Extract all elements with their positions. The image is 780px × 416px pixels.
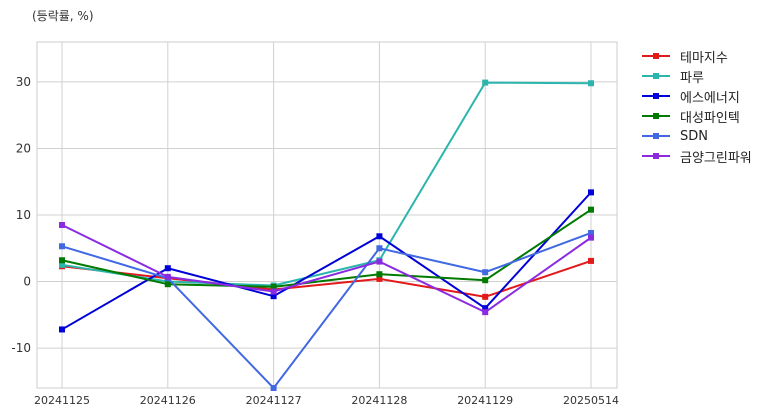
data-point <box>588 234 594 241</box>
legend-marker <box>653 113 659 119</box>
series-line <box>61 81 592 287</box>
x-tick-label: 20250514 <box>563 394 619 407</box>
series-2 <box>59 189 594 333</box>
legend-swatch <box>640 146 672 166</box>
data-point <box>164 281 171 288</box>
series-line <box>61 224 592 314</box>
legend-label: 파루 <box>680 70 704 86</box>
x-tick-label: 20241128 <box>351 394 407 407</box>
legend-item: 테마지수 <box>640 46 752 66</box>
legend-marker <box>653 93 659 99</box>
data-point <box>164 273 171 280</box>
x-tick-label: 20241125 <box>34 394 90 407</box>
data-point <box>270 283 277 290</box>
data-point <box>59 261 65 268</box>
y-tick-label: -10 <box>11 341 31 355</box>
legend-label: 에스에너지 <box>680 90 740 106</box>
y-axis-label: (등락률, %) <box>32 9 94 23</box>
axes: 20241125 20241126 20241127 20241128 20241129… <box>11 75 619 407</box>
legend-item: 대성파인텍 <box>640 106 752 126</box>
series-5 <box>59 221 594 316</box>
legend-marker <box>653 73 659 79</box>
data-point <box>59 243 65 250</box>
y-tick-label: 20 <box>16 141 31 155</box>
series-1 <box>59 79 594 289</box>
data-point <box>588 206 594 213</box>
data-point <box>482 277 489 284</box>
data-point <box>588 189 594 196</box>
legend-label: 금양그린파워 <box>680 150 752 166</box>
data-point <box>376 271 383 278</box>
data-point <box>482 79 489 86</box>
series-line <box>61 232 592 389</box>
y-tick-label: 0 <box>23 275 31 289</box>
series-3 <box>59 206 594 290</box>
x-tick-label: 20241129 <box>457 394 513 407</box>
legend-marker <box>653 153 659 159</box>
legend-swatch <box>640 86 672 106</box>
legend-item: SDN <box>640 126 752 146</box>
y-tick-label: 30 <box>16 75 31 89</box>
data-point <box>59 257 65 264</box>
legend-label: 대성파인텍 <box>680 110 740 126</box>
data-point <box>376 245 383 252</box>
data-point <box>270 385 277 391</box>
x-tick-label: 20241127 <box>246 394 302 407</box>
legend-marker <box>653 53 659 59</box>
y-tick-label: 10 <box>16 208 31 222</box>
legend-item: 금양그린파워 <box>640 146 752 166</box>
data-point <box>482 269 489 276</box>
data-point <box>164 265 171 272</box>
legend-marker <box>653 133 659 139</box>
data-point <box>588 80 594 87</box>
legend-swatch <box>640 106 672 126</box>
legend-item: 에스에너지 <box>640 86 752 106</box>
data-point <box>588 229 594 236</box>
series-group <box>59 79 594 391</box>
legend-swatch <box>640 46 672 66</box>
x-tick-label: 20241126 <box>140 394 196 407</box>
legend-label: 테마지수 <box>680 50 728 66</box>
data-point <box>270 288 277 295</box>
legend-swatch <box>640 126 672 146</box>
data-point <box>482 309 489 316</box>
data-point <box>376 275 383 282</box>
series-line <box>61 191 592 331</box>
data-point <box>376 233 383 240</box>
series-line <box>61 259 592 298</box>
legend-swatch <box>640 66 672 86</box>
legend-label: SDN <box>680 128 708 144</box>
data-point <box>588 257 594 264</box>
series-4 <box>59 229 594 391</box>
series-line <box>61 208 592 288</box>
data-point <box>482 293 489 300</box>
grid-lines <box>36 41 618 389</box>
data-point <box>376 258 383 265</box>
data-point <box>59 326 65 333</box>
data-point <box>270 293 277 300</box>
legend-item: 파루 <box>640 66 752 86</box>
data-point <box>59 221 65 228</box>
series-0 <box>59 257 594 300</box>
data-point <box>482 305 489 312</box>
